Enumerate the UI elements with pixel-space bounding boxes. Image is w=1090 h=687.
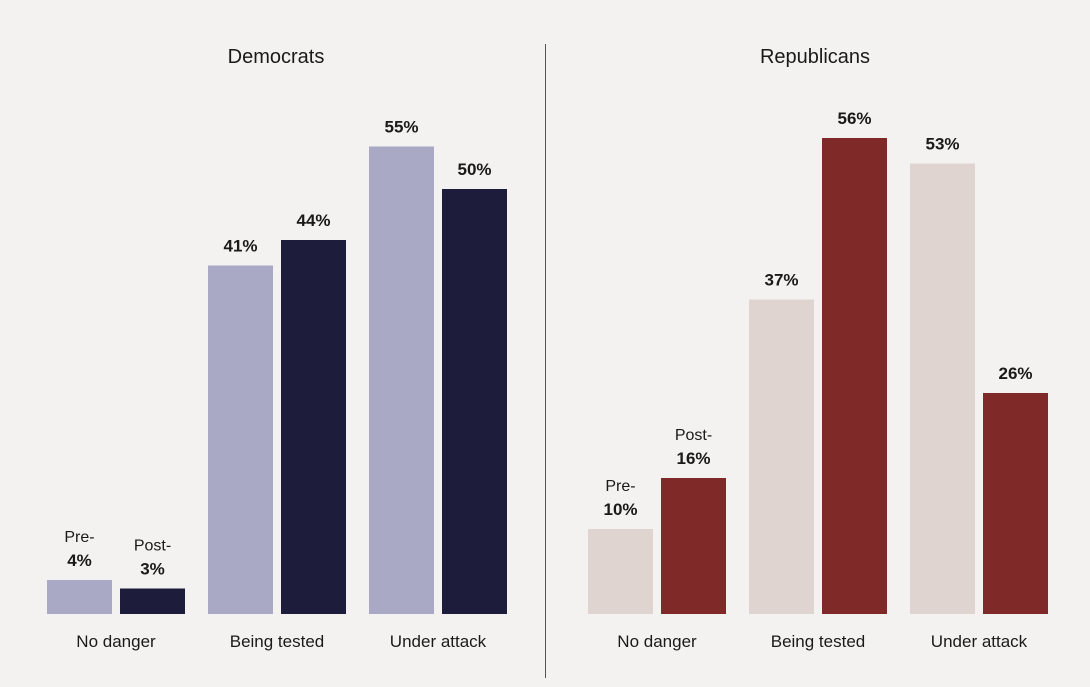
series-label-democrats-post-no-danger: Post- xyxy=(134,538,171,555)
category-label-being-tested: Being tested xyxy=(771,632,866,651)
category-label-no-danger: No danger xyxy=(617,632,697,651)
category-label-under-attack: Under attack xyxy=(390,632,487,651)
value-label-republicans-pre-being-tested: 37% xyxy=(764,271,798,290)
bar-republicans-post-under-attack xyxy=(983,393,1048,614)
bar-republicans-post-being-tested xyxy=(822,138,887,614)
bar-republicans-pre-under-attack xyxy=(910,163,975,614)
bar-republicans-pre-being-tested xyxy=(749,299,814,614)
category-label-no-danger: No danger xyxy=(76,632,156,651)
bar-democrats-pre-no-danger xyxy=(47,580,112,614)
value-label-republicans-post-under-attack: 26% xyxy=(998,364,1032,383)
bar-republicans-post-no-danger xyxy=(661,478,726,614)
category-label-being-tested: Being tested xyxy=(230,632,325,651)
panel-title-republicans: Republicans xyxy=(760,46,870,68)
value-label-republicans-pre-under-attack: 53% xyxy=(925,135,959,154)
value-label-democrats-post-under-attack: 50% xyxy=(457,160,491,179)
bar-democrats-pre-being-tested xyxy=(208,265,273,614)
value-label-republicans-pre-no-danger: 10% xyxy=(603,500,637,519)
bar-democrats-post-no-danger xyxy=(120,588,185,614)
panel-title-democrats: Democrats xyxy=(228,46,325,68)
value-label-democrats-post-no-danger: 3% xyxy=(140,560,165,579)
value-label-republicans-post-no-danger: 16% xyxy=(676,449,710,468)
value-label-democrats-pre-being-tested: 41% xyxy=(223,237,257,256)
series-label-republicans-post-no-danger: Post- xyxy=(675,427,712,444)
bar-democrats-pre-under-attack xyxy=(369,146,434,614)
value-label-democrats-post-being-tested: 44% xyxy=(296,211,330,230)
value-label-democrats-pre-under-attack: 55% xyxy=(384,118,418,137)
bar-republicans-pre-no-danger xyxy=(588,529,653,614)
category-label-under-attack: Under attack xyxy=(931,632,1028,651)
value-label-republicans-post-being-tested: 56% xyxy=(837,109,871,128)
series-label-republicans-pre-no-danger: Pre- xyxy=(605,478,635,495)
bar-democrats-post-under-attack xyxy=(442,189,507,614)
series-label-democrats-pre-no-danger: Pre- xyxy=(64,529,94,546)
bar-democrats-post-being-tested xyxy=(281,240,346,614)
value-label-democrats-pre-no-danger: 4% xyxy=(67,551,92,570)
